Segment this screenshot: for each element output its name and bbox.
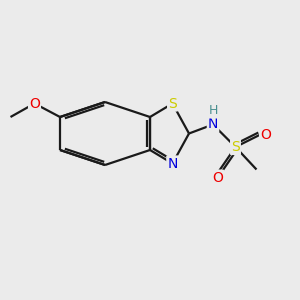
Text: N: N	[167, 157, 178, 170]
Text: S: S	[168, 97, 177, 110]
Text: S: S	[231, 140, 240, 154]
Text: O: O	[29, 97, 40, 110]
Text: O: O	[212, 171, 223, 184]
Text: O: O	[260, 128, 271, 142]
Text: N: N	[208, 118, 218, 131]
Text: H: H	[208, 104, 218, 118]
